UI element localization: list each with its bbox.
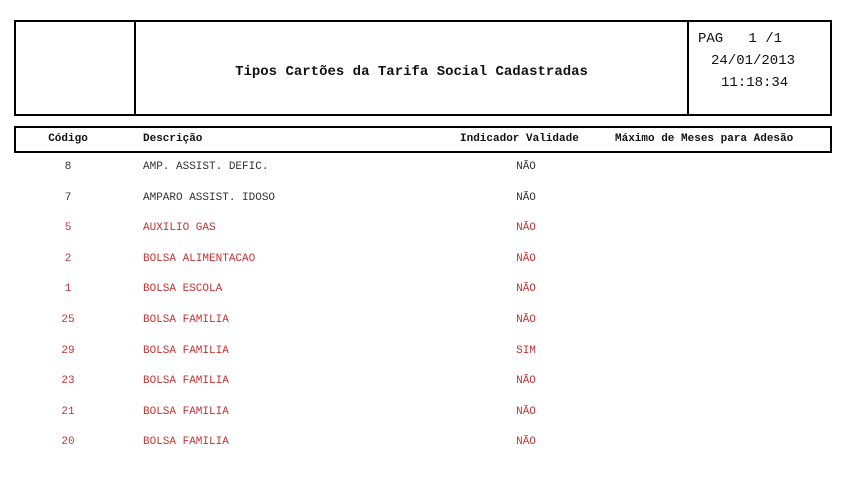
report-time: 11:18:34 [721, 75, 789, 91]
row-description: BOLSA FAMILIA [143, 314, 229, 326]
row-description: BOLSA FAMILIA [143, 436, 229, 449]
column-header: Indicador Validade [460, 133, 579, 145]
row-indicator: NÃO [516, 405, 536, 418]
row-code: 29 [61, 344, 75, 357]
row-description: BOLSA ALIMENTACAO [143, 252, 256, 265]
row-indicator: SIM [516, 344, 536, 357]
row-indicator: NÃO [516, 222, 536, 235]
row-description: BOLSA ESCOLA [143, 283, 223, 296]
column-header: Código [48, 133, 88, 145]
row-description: BOLSA FAMILIA [143, 375, 229, 388]
row-description: AUXILIO GAS [143, 222, 216, 235]
column-header: Descrição [143, 133, 203, 145]
row-description: BOLSA FAMILIA [143, 405, 229, 418]
column-header-box [14, 126, 832, 153]
row-code: 21 [61, 405, 75, 418]
report-date: 24/01/2013 [711, 53, 796, 69]
report-header: Tipos Cartões da Tarifa Social Cadastrad… [14, 20, 832, 116]
row-code: 2 [64, 252, 72, 265]
divider [687, 22, 689, 114]
row-description: AMPARO ASSIST. IDOSO [143, 191, 276, 204]
report-title: Tipos Cartões da Tarifa Social Cadastrad… [235, 64, 588, 80]
row-code: 7 [64, 191, 72, 204]
row-code: 1 [64, 283, 72, 296]
column-header: Máximo de Meses para Adesão [615, 133, 794, 145]
row-code: 8 [64, 161, 72, 173]
row-indicator: NÃO [516, 314, 536, 326]
page-number: PAG 1 /1 [698, 31, 783, 47]
row-code: 20 [61, 436, 75, 449]
row-indicator: NÃO [516, 191, 536, 204]
row-indicator: NÃO [516, 375, 536, 388]
row-code: 5 [64, 222, 72, 235]
row-code: 25 [61, 314, 75, 326]
row-indicator: NÃO [516, 252, 536, 265]
row-description: BOLSA FAMILIA [143, 344, 229, 357]
divider [134, 22, 136, 114]
row-indicator: NÃO [516, 161, 536, 173]
row-code: 23 [61, 375, 75, 388]
row-description: AMP. ASSIST. DEFIC. [143, 161, 269, 173]
row-indicator: NÃO [516, 283, 536, 296]
row-indicator: NÃO [516, 436, 536, 449]
